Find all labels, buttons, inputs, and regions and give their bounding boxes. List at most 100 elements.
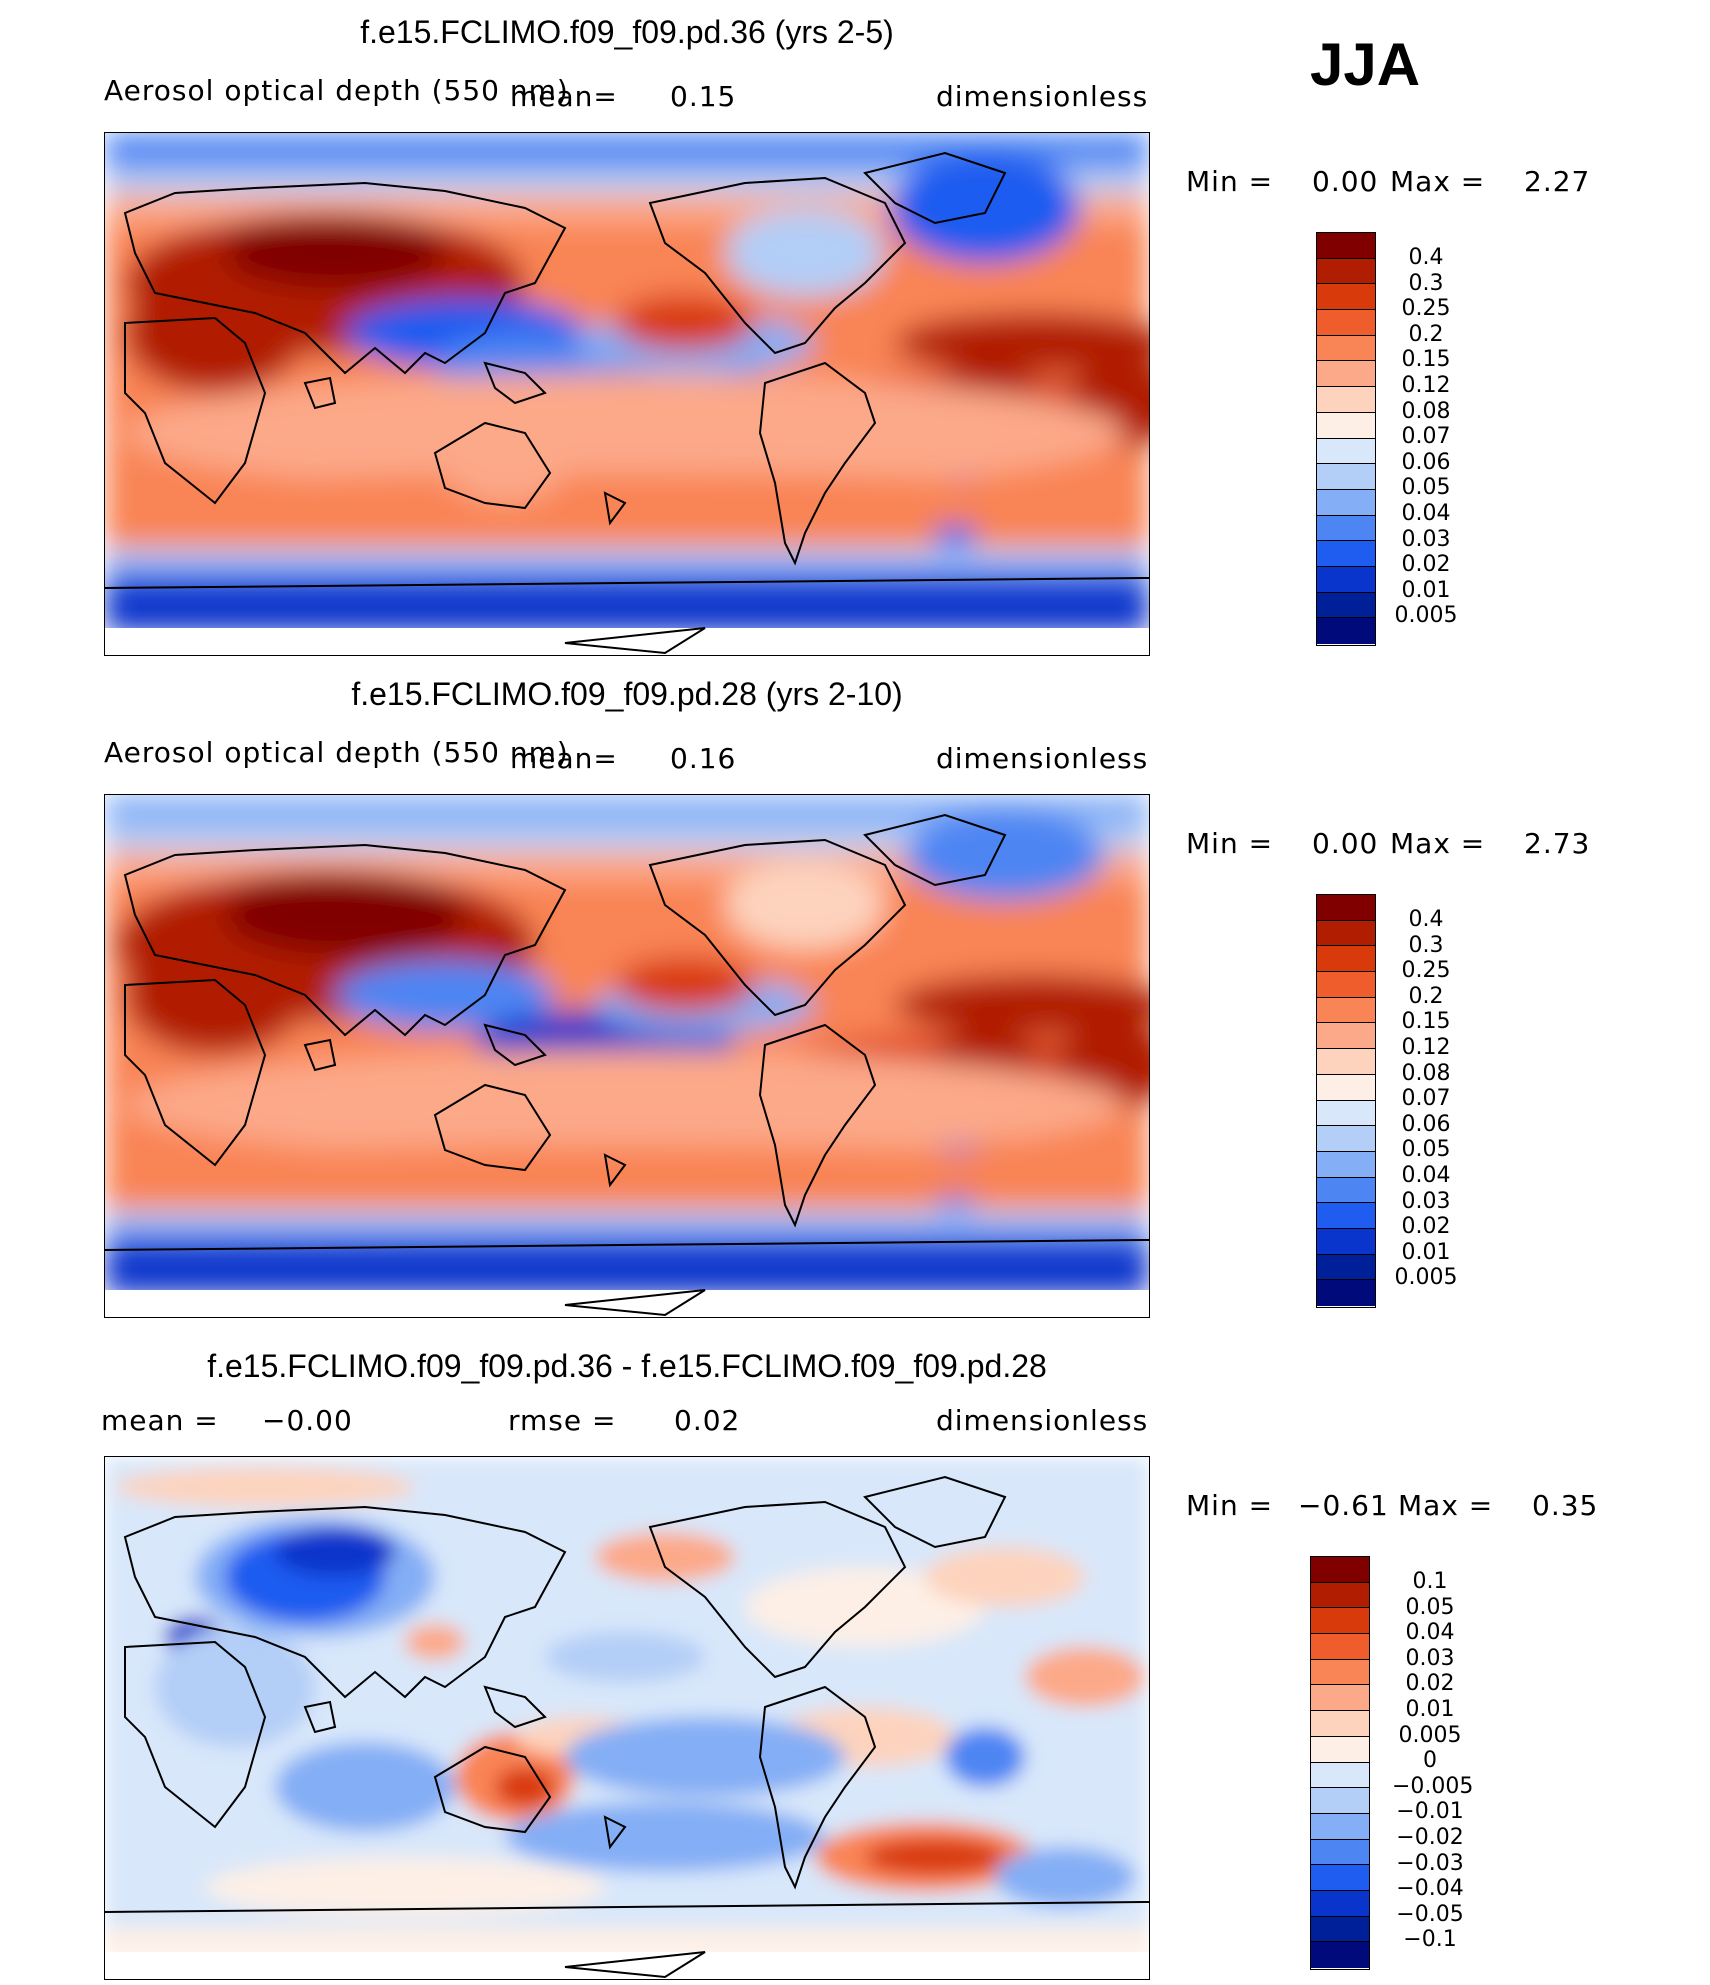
colorbar-segment (1317, 258, 1375, 285)
colorbar-segment (1317, 1074, 1375, 1101)
colorbar-level-label: 0.06 (1401, 1111, 1451, 1137)
colorbar-segment (1317, 1023, 1375, 1050)
colorbar-level-label: 0.05 (1401, 475, 1451, 501)
colorbar-segment (1311, 1942, 1369, 1968)
colorbar-level-label: 0.005 (1398, 1722, 1462, 1748)
colorbar-level-label: 0.05 (1401, 1137, 1451, 1163)
panel3-map (104, 1456, 1150, 1980)
panel2-min-value: 0.00 (1312, 827, 1379, 860)
panel1-map (104, 132, 1150, 656)
colorbar-level-label: −0.04 (1396, 1876, 1464, 1902)
colorbar-level-label: 0.02 (1401, 1214, 1451, 1240)
colorbar-segment (1317, 438, 1375, 465)
colorbar-segment (1311, 1839, 1369, 1866)
panel2-title: f.e15.FCLIMO.f09_f09.pd.28 (yrs 2-10) (351, 676, 903, 712)
colorbar-segment (1311, 1813, 1369, 1840)
colorbar-segment (1317, 972, 1375, 998)
colorbar-segment (1311, 1865, 1369, 1891)
panel1-colorbar (1316, 232, 1376, 646)
colorbar-segment (1311, 1711, 1369, 1737)
colorbar-segment (1317, 566, 1375, 593)
colorbar-level-label: 0.12 (1401, 372, 1451, 398)
colorbar-segment (1311, 1659, 1369, 1686)
panel1-mean-label: mean= (510, 80, 618, 113)
colorbar-segment (1317, 1203, 1375, 1229)
panel1-min-label: Min = (1186, 165, 1274, 198)
colorbar-segment (1317, 515, 1375, 542)
colorbar-level-label: 0.4 (1408, 907, 1444, 932)
colorbar-segment (1317, 946, 1375, 973)
panel1-max-value: 2.27 (1524, 165, 1591, 198)
colorbar-segment (1317, 489, 1375, 516)
panel3-rmse-label: rmse = (508, 1404, 617, 1437)
colorbar-level-label: 0.4 (1408, 245, 1444, 270)
colorbar-segment (1317, 1126, 1375, 1152)
colorbar-segment (1311, 1557, 1369, 1583)
panel2-colorbar-labels: 0.4 0.3 0.25 0.2 0.15 0.12 0.08 0.07 0.06 0.05 0.0… (1388, 907, 1464, 1291)
colorbar-level-label: 0.01 (1401, 577, 1451, 603)
colorbar-segment (1317, 284, 1375, 311)
colorbar-level-label: 0.03 (1401, 526, 1451, 552)
colorbar-level-label: 0.03 (1401, 1188, 1451, 1214)
colorbar-level-label: 0.04 (1401, 500, 1451, 526)
colorbar-level-label: 0.25 (1401, 296, 1451, 322)
colorbar-level-label: 0.05 (1405, 1594, 1455, 1620)
colorbar-level-label: 0.07 (1401, 424, 1451, 450)
colorbar-level-label: 0.2 (1408, 983, 1444, 1009)
colorbar-segment (1311, 1582, 1369, 1609)
colorbar-segment (1317, 335, 1375, 362)
panel1-mean-value: 0.15 (670, 80, 737, 113)
colorbar-level-label: 0.1 (1412, 1569, 1448, 1594)
panel2-variable: Aerosol optical depth (550 nm) (104, 736, 569, 769)
colorbar-level-label: 0.03 (1405, 1645, 1455, 1671)
panel2-map (104, 794, 1150, 1318)
colorbar-level-label: 0.01 (1405, 1696, 1455, 1722)
panel1-min-value: 0.00 (1312, 165, 1379, 198)
colorbar-level-label: 0.02 (1401, 552, 1451, 578)
colorbar-level-label: −0.1 (1403, 1927, 1457, 1953)
season-label: JJA (1310, 31, 1421, 98)
colorbar-level-label: 0.15 (1401, 1009, 1451, 1035)
panel3-mean-value: −0.00 (262, 1404, 353, 1437)
panel3-max-label: Max = (1398, 1489, 1494, 1522)
colorbar-level-label: 0.04 (1405, 1620, 1455, 1646)
colorbar-level-label: 0.12 (1401, 1034, 1451, 1060)
colorbar-segment (1311, 1762, 1369, 1789)
panel3-colorbar (1310, 1556, 1370, 1970)
panel2-min-label: Min = (1186, 827, 1274, 860)
colorbar-segment (1317, 895, 1375, 921)
colorbar-level-label: 0.01 (1401, 1239, 1451, 1265)
colorbar-level-label: 0.08 (1401, 398, 1451, 424)
colorbar-level-label: −0.02 (1396, 1824, 1464, 1850)
colorbar-level-label: 0.2 (1408, 321, 1444, 347)
colorbar-level-label: 0.005 (1394, 603, 1458, 629)
colorbar-segment (1317, 1100, 1375, 1127)
panel1-title: f.e15.FCLIMO.f09_f09.pd.36 (yrs 2-5) (360, 14, 894, 50)
colorbar-segment (1317, 1177, 1375, 1204)
colorbar-segment (1317, 361, 1375, 388)
colorbar-level-label: 0.25 (1401, 958, 1451, 984)
colorbar-level-label: 0.3 (1408, 270, 1444, 296)
colorbar-segment (1317, 920, 1375, 947)
panel3-min-value: −0.61 (1298, 1489, 1389, 1522)
panel2-max-label: Max = (1390, 827, 1486, 860)
colorbar-segment (1317, 1151, 1375, 1178)
colorbar-segment (1311, 1890, 1369, 1917)
colorbar-level-label: 0.08 (1401, 1060, 1451, 1086)
panel3-rmse-value: 0.02 (674, 1404, 741, 1437)
colorbar-level-label: 0.06 (1401, 449, 1451, 475)
colorbar-segment (1317, 541, 1375, 567)
panel2-units: dimensionless (936, 742, 1149, 775)
colorbar-segment (1311, 1736, 1369, 1763)
colorbar-level-label: 0.005 (1394, 1265, 1458, 1291)
panel1-colorbar-labels: 0.4 0.3 0.25 0.2 0.15 0.12 0.08 0.07 0.06 0.05 0.0… (1388, 245, 1464, 629)
colorbar-segment (1311, 1634, 1369, 1660)
colorbar-segment (1317, 233, 1375, 259)
panel2-max-value: 2.73 (1524, 827, 1591, 860)
colorbar-segment (1317, 387, 1375, 413)
colorbar-level-label: 0.07 (1401, 1086, 1451, 1112)
colorbar-segment (1311, 1685, 1369, 1712)
panel1-units: dimensionless (936, 80, 1149, 113)
colorbar-segment (1317, 310, 1375, 336)
colorbar-level-label: 0.3 (1408, 932, 1444, 958)
